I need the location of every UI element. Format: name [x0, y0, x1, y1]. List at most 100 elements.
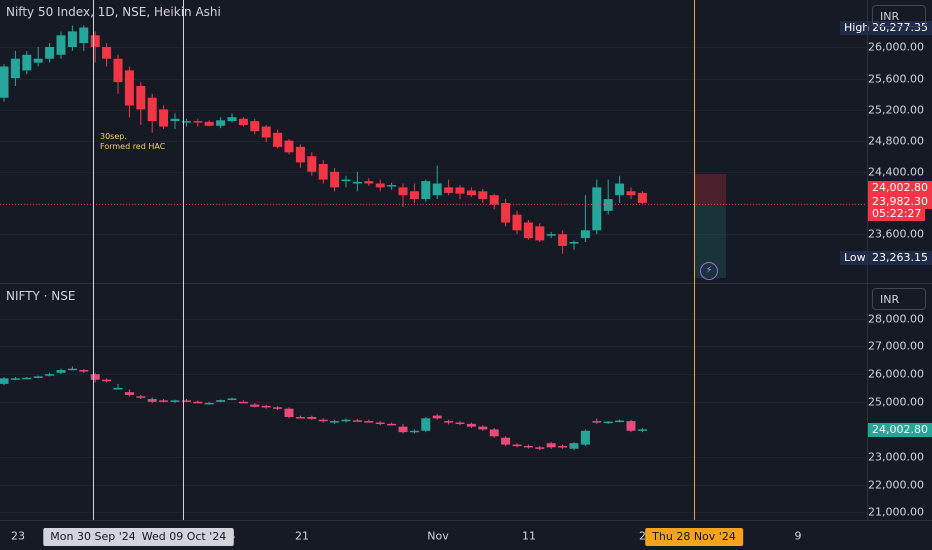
candle-body: [261, 126, 271, 138]
gridline: [0, 172, 867, 173]
candle-body: [546, 234, 556, 236]
candle-body: [250, 121, 260, 132]
candle-body: [295, 416, 305, 419]
time-tick: Nov: [427, 529, 449, 543]
candle-body: [387, 423, 397, 426]
lightning-icon[interactable]: ⚡: [700, 262, 718, 280]
time-tick: 23: [11, 529, 25, 543]
candle: [0, 376, 9, 386]
candle-body: [159, 400, 169, 402]
candle: [341, 418, 351, 423]
candle-body: [398, 426, 408, 433]
candle: [238, 117, 248, 127]
candle: [159, 399, 169, 403]
candle: [45, 43, 55, 63]
heikin-ashi-candles: [0, 25, 867, 278]
candle-body: [307, 156, 317, 172]
candle-body: [295, 146, 305, 163]
candle: [409, 429, 419, 434]
pane-separator[interactable]: [0, 283, 932, 284]
crosshair-vertical-line: [694, 0, 695, 520]
price-tick: 25,000.00: [868, 395, 924, 409]
gridline: [0, 402, 867, 403]
candle-body: [330, 171, 340, 188]
candle-body: [466, 190, 476, 196]
candle-body: [113, 388, 123, 390]
candle-body: [398, 187, 408, 196]
text-annotation[interactable]: 30sep. Formed red HAC: [100, 132, 165, 152]
candle: [90, 372, 100, 383]
candle: [387, 182, 397, 190]
candle-body: [113, 58, 123, 83]
candle-body: [455, 187, 465, 194]
candle-body: [238, 118, 248, 125]
candle-body: [569, 242, 579, 244]
candle-body: [580, 430, 590, 445]
candle-body: [124, 392, 134, 395]
vertical-line-marker[interactable]: [93, 0, 94, 520]
candle: [181, 399, 191, 403]
candle: [10, 50, 20, 86]
gridline: [0, 47, 867, 48]
candle: [10, 376, 20, 381]
candle-body: [421, 181, 431, 200]
candle-body: [193, 401, 203, 404]
candle: [67, 366, 77, 371]
candle: [352, 418, 362, 422]
candle: [409, 183, 419, 203]
candle-body: [204, 402, 214, 405]
price-axis-top[interactable]: 26,000.00 25,600.00 25,200.00 24,800.00 …: [868, 0, 932, 283]
price-axis-bottom[interactable]: 28,000.00 27,000.00 26,000.00 25,000.00 …: [868, 284, 932, 520]
time-axis[interactable]: 23 4 21 Nov 11 25 9 Mon 30 Sep '24 Wed 0…: [0, 520, 932, 550]
candle-body: [273, 132, 283, 147]
candle: [626, 419, 636, 433]
currency-button[interactable]: INR: [872, 288, 926, 310]
candle-body: [227, 398, 237, 400]
candle: [147, 397, 157, 404]
candle: [569, 240, 579, 250]
candle-body: [580, 230, 590, 239]
candle: [22, 50, 32, 75]
candle: [558, 444, 568, 449]
candle: [364, 419, 374, 423]
vertical-line-marker[interactable]: [183, 0, 184, 520]
price-tick: 23,000.00: [868, 450, 924, 464]
candle-body: [45, 47, 55, 59]
candle: [250, 118, 260, 135]
candle-body: [375, 422, 385, 424]
main-chart-pane[interactable]: Nifty 50 Index, 1D, NSE, Heikin Ashi 30s…: [0, 0, 932, 283]
price-axis-separator: [867, 0, 868, 520]
candle: [444, 419, 454, 425]
candle-body: [364, 421, 374, 423]
candle: [193, 400, 203, 404]
candle: [227, 397, 237, 401]
gridline: [0, 485, 867, 486]
candle-body: [375, 183, 385, 188]
candle-body: [478, 426, 488, 430]
gridline: [0, 110, 867, 111]
candle: [56, 31, 66, 59]
candle: [512, 443, 522, 448]
candle: [33, 375, 43, 379]
candle: [295, 144, 305, 168]
candle: [489, 193, 499, 210]
chart-title[interactable]: NIFTY · NSE: [6, 289, 76, 303]
candle: [466, 187, 476, 197]
candle: [421, 179, 431, 202]
candle-body: [603, 421, 613, 424]
annotation-line: Formed red HAC: [100, 142, 166, 151]
candle: [387, 422, 397, 426]
candle-body: [626, 191, 636, 196]
candle-body: [318, 419, 328, 422]
chart-title[interactable]: Nifty 50 Index, 1D, NSE, Heikin Ashi: [6, 5, 221, 19]
candle-body: [227, 117, 237, 122]
secondary-chart-pane[interactable]: NIFTY · NSE 28,000.00 27,000.00 26,000.0…: [0, 284, 932, 520]
candle: [444, 179, 454, 196]
time-label-tag: Wed 09 Oct '24: [134, 528, 234, 546]
currency-button[interactable]: INR: [872, 5, 926, 27]
candle: [204, 401, 214, 405]
candle-body: [637, 192, 647, 203]
candle-body: [250, 404, 260, 407]
candle: [375, 179, 385, 192]
candle-body: [330, 421, 340, 423]
